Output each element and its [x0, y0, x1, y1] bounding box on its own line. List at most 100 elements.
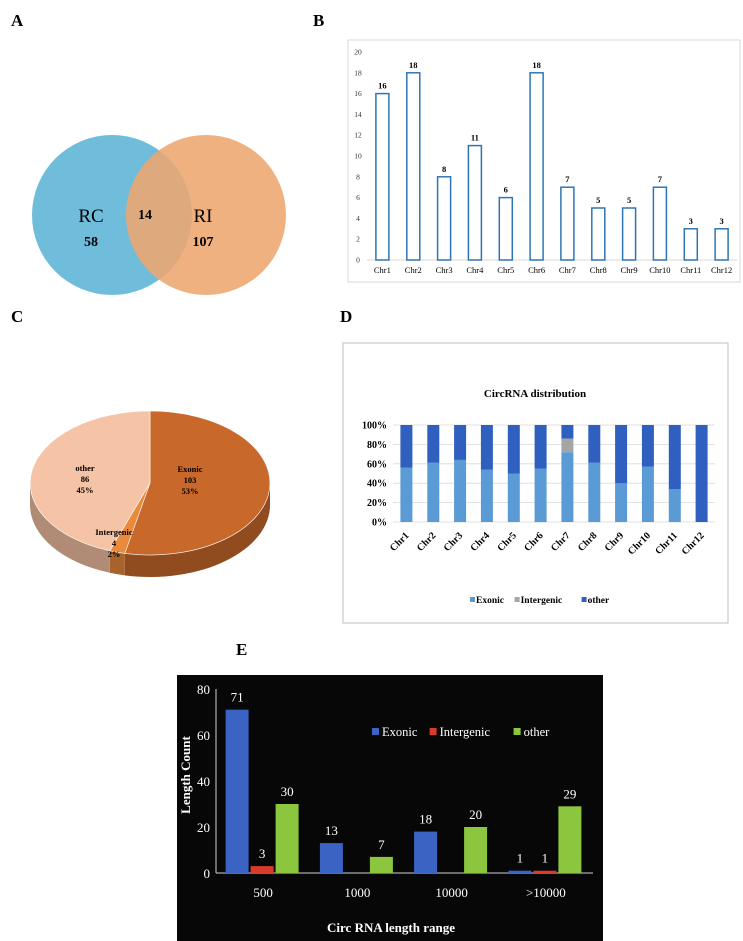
stacked-bar-segment: [695, 425, 708, 522]
bar: [464, 827, 488, 873]
venn-overlap-count: 14: [138, 208, 152, 223]
pie-slice: [29, 410, 151, 552]
legend-label: Intergenic: [521, 596, 563, 606]
bar-value-label: 18: [532, 60, 541, 70]
pie-slice: [124, 410, 271, 556]
pie-label-count: 103: [184, 475, 197, 485]
stacked-bar-segment: [641, 425, 654, 467]
stacked-bar-segment: [668, 489, 681, 522]
bar: [591, 207, 606, 261]
x-tick-label: Chr4: [466, 265, 484, 275]
pie-label-percent: 2%: [108, 549, 121, 559]
chart-title: CircRNA distribution: [484, 388, 586, 400]
stacked-bar-segment: [534, 468, 547, 523]
x-tick-label: Chr8: [590, 265, 607, 275]
y-tick-label: 14: [354, 110, 362, 119]
y-tick-label: 20: [197, 820, 210, 835]
pie-slice-side: [124, 483, 270, 578]
bar-value-label: 18: [419, 812, 432, 827]
x-tick-label: Chr10: [649, 265, 670, 275]
y-tick-label: 80%: [367, 440, 387, 451]
stacked-bar-segment: [427, 462, 440, 522]
bar: [225, 709, 249, 873]
stacked-bar-segment: [427, 425, 440, 463]
bar-value-label: 7: [378, 837, 385, 852]
x-tick-label: Chr12: [711, 265, 732, 275]
legend-swatch: [513, 728, 521, 735]
stacked-bar-segment: [615, 425, 628, 484]
y-tick-label: 20: [354, 48, 362, 57]
pie-slice-side: [109, 550, 125, 576]
bar: [369, 856, 393, 873]
y-tick-label: 0%: [372, 518, 387, 529]
x-tick-label: Chr6: [528, 265, 545, 275]
x-tick-label: Chr2: [405, 265, 422, 275]
bar: [414, 831, 438, 873]
panel-letter-a: A: [11, 11, 24, 30]
stacked-bar-segment: [641, 466, 654, 522]
y-tick-label: 0: [204, 866, 211, 881]
bar: [508, 870, 532, 873]
stacked-bar-segment: [588, 462, 601, 522]
y-tick-label: 6: [356, 193, 360, 202]
x-tick-label: Chr1: [374, 265, 391, 275]
bar: [406, 72, 421, 261]
stacked-bar-segment: [454, 459, 467, 522]
stacked-bar-segment: [507, 473, 520, 522]
panel-letter-e: E: [236, 640, 248, 659]
x-axis-title: Circ RNA length range: [327, 920, 455, 935]
bar: [467, 144, 483, 261]
y-tick-label: 18: [354, 68, 362, 77]
bar-value-label: 11: [471, 133, 479, 143]
pie-label-name: Intergenic: [95, 527, 133, 537]
bar: [714, 228, 729, 261]
pie-label-count: 86: [81, 474, 90, 484]
panel-letter-b: B: [313, 11, 325, 30]
bar: [375, 92, 390, 261]
pie-label-name: other: [75, 463, 95, 473]
bar: [558, 806, 582, 873]
y-tick-label: 40%: [367, 479, 387, 490]
bar-value-label: 7: [565, 174, 570, 184]
stacked-bar-segment: [400, 425, 413, 468]
stacked-bar-segment: [507, 425, 520, 474]
legend-swatch: [372, 728, 379, 735]
bar: [275, 804, 299, 873]
pie-slice-side: [30, 483, 110, 573]
y-tick-label: 10: [354, 152, 362, 161]
bar-value-label: 8: [442, 164, 446, 174]
bar-value-label: 3: [259, 846, 266, 861]
stacked-bar-segment: [400, 467, 413, 522]
y-tick-label: 20%: [367, 498, 387, 509]
bar-value-label: 71: [231, 690, 244, 705]
venn-right-label: RI: [194, 206, 213, 227]
bar: [436, 176, 452, 261]
venn-left-count: 58: [84, 235, 98, 250]
stacked-bar-segment: [668, 425, 681, 489]
y-axis-title: Length Count: [178, 736, 193, 814]
y-tick-label: 16: [354, 89, 362, 98]
bar-value-label: 13: [325, 823, 338, 838]
pie-label-count: 4: [112, 538, 117, 548]
legend-label: Exonic: [382, 725, 418, 739]
x-tick-label: Chr3: [436, 265, 453, 275]
y-tick-label: 12: [354, 131, 362, 140]
y-tick-label: 4: [356, 214, 360, 223]
bar-value-label: 18: [409, 60, 418, 70]
y-tick-label: 40: [197, 774, 210, 789]
bar: [683, 228, 699, 261]
bar: [652, 186, 668, 261]
pie-label-name: Exonic: [177, 464, 202, 474]
stacked-bar-segment: [615, 483, 628, 522]
stacked-bar-segment: [561, 438, 574, 453]
bar-value-label: 30: [281, 784, 294, 799]
legend-label: Intergenic: [440, 725, 491, 739]
bar-value-label: 5: [627, 195, 631, 205]
bar-value-label: 5: [596, 195, 600, 205]
bar: [319, 843, 343, 873]
x-tick-label: 500: [253, 885, 273, 900]
bar-value-label: 3: [689, 216, 693, 226]
